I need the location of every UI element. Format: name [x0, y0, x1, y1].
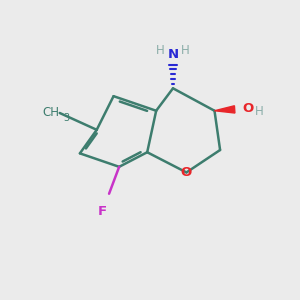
Text: H: H [181, 44, 190, 57]
Text: F: F [98, 205, 107, 218]
Text: H: H [156, 44, 165, 57]
Text: CH: CH [43, 106, 60, 119]
Text: O: O [181, 166, 192, 179]
Text: O: O [242, 102, 254, 115]
Polygon shape [214, 106, 235, 113]
Text: H: H [255, 105, 264, 118]
Text: 3: 3 [63, 113, 70, 123]
Text: N: N [167, 48, 178, 61]
